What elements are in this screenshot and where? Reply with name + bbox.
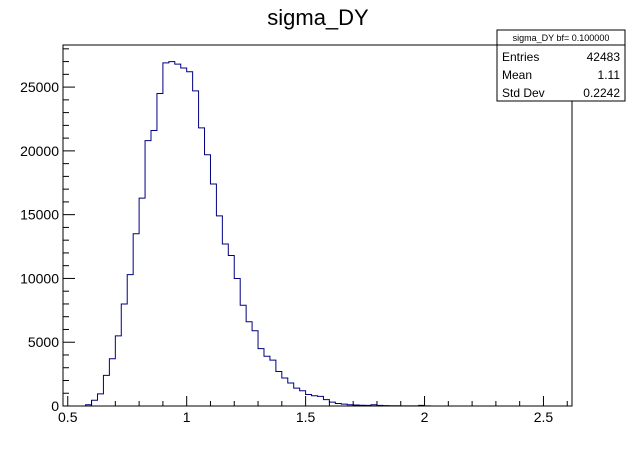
stats-box-border: [496, 29, 626, 102]
stats-box-title: sigma_DY bf= 0.100000: [513, 33, 610, 43]
stats-mean-label: Mean: [502, 68, 532, 82]
histogram-bins: [67, 61, 568, 407]
stats-stddev-label: Std Dev: [502, 86, 545, 100]
y-tick-label: 10000: [20, 270, 59, 286]
y-tick-label: 25000: [20, 79, 59, 95]
y-tick-label: 0: [51, 398, 59, 414]
y-axis: 0 5000 10000 15000 20000 25000: [20, 48, 75, 414]
stats-entries-value: 42483: [587, 50, 621, 64]
chart-title: sigma_DY: [267, 5, 369, 30]
plot-frame: [62, 44, 573, 407]
x-axis: 0.5 1 1.5 2 2.5: [58, 396, 568, 425]
x-tick-label: 2.5: [534, 409, 554, 425]
stats-entries-label: Entries: [502, 50, 539, 64]
y-tick-label: 15000: [20, 207, 59, 223]
x-tick-label: 1: [183, 409, 191, 425]
y-tick-label: 20000: [20, 143, 59, 159]
x-tick-label: 1.5: [296, 409, 316, 425]
histogram-series: [67, 61, 568, 407]
stats-box: sigma_DY bf= 0.100000 Entries 42483 Mean…: [496, 29, 626, 102]
x-tick-label: 0.5: [58, 409, 78, 425]
stats-stddev-value: 0.2242: [583, 86, 620, 100]
stats-mean-value: 1.11: [598, 68, 621, 82]
y-tick-label: 5000: [28, 334, 59, 350]
x-tick-label: 2: [421, 409, 429, 425]
